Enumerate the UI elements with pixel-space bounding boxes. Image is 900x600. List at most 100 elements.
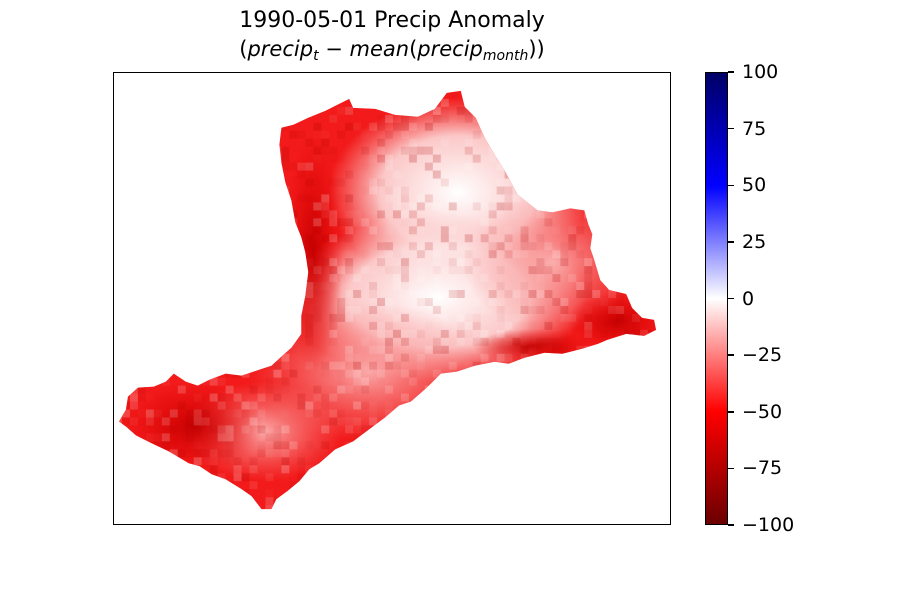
- pixel-cell: [400, 457, 409, 466]
- pixel-cell: [656, 258, 657, 267]
- pixel-cell: [161, 505, 170, 510]
- pixel-cell: [432, 393, 441, 402]
- pixel-cell: [584, 513, 592, 521]
- pixel-cell: [369, 386, 377, 394]
- pixel-cell: [385, 513, 393, 521]
- pixel-cell: [138, 410, 146, 418]
- pixel-cell: [161, 465, 170, 474]
- pixel-cell: [592, 402, 600, 410]
- pixel-cell: [185, 449, 194, 458]
- pixel-cell: [210, 91, 218, 99]
- pixel-cell: [401, 282, 409, 290]
- pixel-cell: [369, 122, 378, 131]
- pixel-cell: [576, 202, 585, 211]
- pixel-cell: [456, 393, 465, 402]
- pixel-cell: [321, 282, 329, 290]
- pixel-cell: [121, 505, 130, 510]
- pixel-cell: [488, 210, 497, 219]
- pixel-cell: [504, 98, 513, 107]
- pixel-cell: [464, 146, 473, 155]
- pixel-cell: [377, 505, 386, 510]
- pixel-cell: [528, 497, 537, 506]
- pixel-cell: [648, 298, 657, 306]
- pixel-cell: [544, 505, 553, 510]
- pixel-cell: [233, 170, 242, 179]
- pixel-cell: [281, 162, 290, 171]
- pixel-cell: [400, 90, 409, 91]
- pixel-cell: [457, 115, 465, 123]
- pixel-cell: [576, 473, 584, 481]
- pixel-cell: [648, 210, 657, 219]
- pixel-cell: [456, 489, 465, 498]
- pixel-cell: [560, 497, 569, 506]
- pixel-cell: [162, 394, 170, 402]
- pixel-cell: [145, 505, 154, 510]
- pixel-cell: [305, 138, 314, 147]
- pixel-cell: [385, 409, 393, 418]
- pixel-cell: [576, 401, 585, 410]
- pixel-cell: [353, 210, 362, 219]
- pixel-cell: [488, 417, 497, 426]
- pixel-cell: [313, 465, 322, 474]
- pixel-cell: [584, 345, 593, 354]
- pixel-cell: [536, 305, 545, 314]
- pixel-cell: [225, 337, 234, 346]
- pixel-cell: [520, 361, 529, 370]
- pixel-cell: [281, 425, 290, 434]
- pixel-cell: [472, 321, 481, 330]
- pixel-cell: [568, 163, 576, 171]
- pixel-cell: [408, 497, 417, 506]
- pixel-cell: [249, 178, 258, 187]
- pixel-cell: [241, 194, 250, 203]
- pixel-cell: [505, 338, 513, 346]
- pixel-cell: [241, 369, 250, 378]
- pixel-cell: [281, 473, 289, 481]
- pixel-cell: [281, 361, 290, 370]
- pixel-cell: [129, 353, 138, 362]
- pixel-cell: [440, 481, 449, 490]
- pixel-cell: [544, 369, 553, 378]
- pixel-cell: [432, 313, 441, 322]
- pixel-cell: [648, 115, 656, 123]
- pixel-cell: [297, 322, 305, 330]
- pixel-cell: [552, 337, 561, 346]
- pixel-cell: [640, 147, 648, 155]
- pixel-cell: [520, 305, 529, 314]
- pixel-cell: [441, 441, 449, 449]
- pixel-cell: [392, 497, 401, 506]
- pixel-cell: [488, 146, 497, 155]
- pixel-cell: [448, 178, 457, 187]
- pixel-cell: [169, 226, 178, 235]
- pixel-cell: [345, 449, 353, 457]
- pixel-cell: [193, 90, 202, 99]
- pixel-cell: [210, 282, 218, 290]
- pixel-cell: [576, 290, 585, 299]
- pixel-cell: [608, 90, 617, 99]
- pixel-cell: [504, 505, 513, 510]
- pixel-cell: [584, 441, 593, 450]
- pixel-cell: [170, 433, 178, 441]
- pixel-cell: [608, 393, 617, 402]
- pixel-cell: [281, 186, 290, 195]
- pixel-cell: [584, 306, 592, 314]
- pixel-cell: [122, 330, 130, 338]
- pixel-cell: [337, 242, 345, 250]
- pixel-cell: [568, 98, 577, 107]
- pixel-cell: [377, 473, 386, 482]
- pixel-cell: [177, 234, 186, 243]
- pixel-cell: [520, 170, 529, 179]
- pixel-cell: [464, 114, 473, 123]
- pixel-cell: [369, 290, 378, 299]
- pixel-cell: [440, 329, 449, 338]
- pixel-cell: [193, 497, 202, 506]
- pixel-cell: [433, 513, 441, 521]
- pixel-cell: [337, 194, 345, 202]
- pixel-cell: [536, 314, 544, 322]
- pixel-cell: [137, 210, 146, 219]
- pixel-cell: [281, 258, 290, 267]
- pixel-cell: [257, 378, 265, 386]
- pixel-cell: [249, 90, 258, 99]
- pixel-cell: [249, 465, 258, 474]
- pixel-cell: [385, 298, 393, 306]
- pixel-cell: [408, 369, 417, 378]
